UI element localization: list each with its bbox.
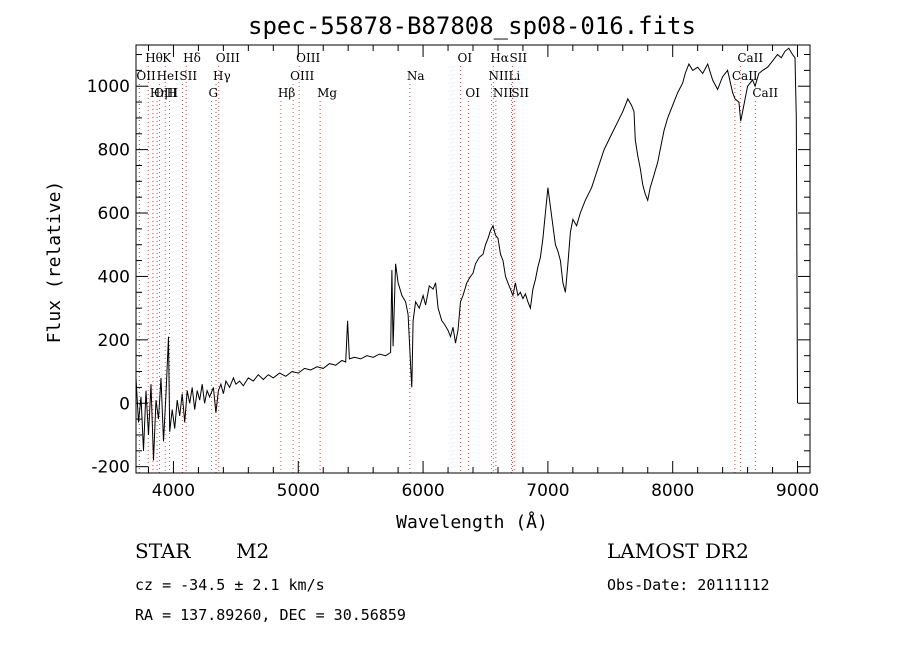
spectral-line-label: Li xyxy=(508,69,520,83)
x-tick-label: 8000 xyxy=(651,481,694,501)
y-tick-label: 600 xyxy=(98,204,130,224)
spectral-line-label: Hη xyxy=(150,86,168,100)
axes: 4000 5000 6000 7000 8000 9000 -200 0 200 400 600 80… xyxy=(87,44,819,501)
spectral-line-label: G xyxy=(209,86,219,100)
spectral-line-label: OIII xyxy=(154,86,178,100)
spectral-line-label: Hα xyxy=(490,51,509,65)
x-tick-label: 6000 xyxy=(401,481,444,501)
spectral-line-label: H xyxy=(167,86,177,100)
chart-title: spec-55878-B87808_sp08-016.fits xyxy=(248,12,696,40)
spectral-line-label: Hγ xyxy=(213,69,231,83)
survey-name: LAMOST DR2 xyxy=(607,539,749,563)
spectral-line-label: OII xyxy=(136,69,156,83)
y-tick-label: 1000 xyxy=(87,77,130,97)
spectral-line-label: OI xyxy=(465,86,480,100)
x-tick-label: 9000 xyxy=(776,481,819,501)
obs-date: Obs-Date: 20111112 xyxy=(607,576,770,594)
x-tick-label: 5000 xyxy=(277,481,320,501)
spectral-line-label: OIII xyxy=(216,51,240,65)
spectral-line-label: CaII xyxy=(732,69,758,83)
object-class: STAR xyxy=(135,539,191,563)
spectral-line-label: Hδ xyxy=(183,51,201,65)
object-subclass: M2 xyxy=(236,539,269,563)
spectral-line-label: OIII xyxy=(296,51,320,65)
spectral-line-label: OI xyxy=(458,51,473,65)
spectral-line-label: SII xyxy=(511,86,529,100)
x-axis-label: Wavelength (Å) xyxy=(396,511,548,533)
redshift-info: cz = -34.5 ± 2.1 km/s xyxy=(135,576,325,594)
spectral-line-label: SII xyxy=(509,51,527,65)
x-tick-label: 4000 xyxy=(152,481,195,501)
spectral-line-label: NII xyxy=(488,69,508,83)
y-tick-label: 800 xyxy=(98,141,130,161)
spectral-line-label: Mg xyxy=(317,86,337,100)
plot-frame xyxy=(135,44,811,474)
spectral-line-label: Na xyxy=(407,69,425,83)
spectral-line-label: OIII xyxy=(290,69,314,83)
spectral-line-label: HeI xyxy=(157,69,180,83)
y-tick-label: 200 xyxy=(98,331,130,351)
spectral-line-label: CaII xyxy=(752,86,778,100)
spectral-line-label: Hβ xyxy=(278,86,295,100)
spectral-line-label: K xyxy=(162,51,172,65)
spectral-line-label: CaII xyxy=(737,51,763,65)
y-tick-label: 0 xyxy=(119,394,130,414)
spectrum-line xyxy=(135,47,798,461)
spectral-line-label: NII xyxy=(493,86,513,100)
y-tick-label: -200 xyxy=(91,458,130,478)
x-tick-label: 7000 xyxy=(526,481,569,501)
spectral-line-label: Hθ xyxy=(145,51,163,65)
spectral-line-label: SII xyxy=(179,69,197,83)
y-tick-label: 400 xyxy=(98,267,130,287)
coordinates: RA = 137.89260, DEC = 30.56859 xyxy=(135,606,406,624)
y-axis-label: Flux (relative) xyxy=(44,181,65,344)
